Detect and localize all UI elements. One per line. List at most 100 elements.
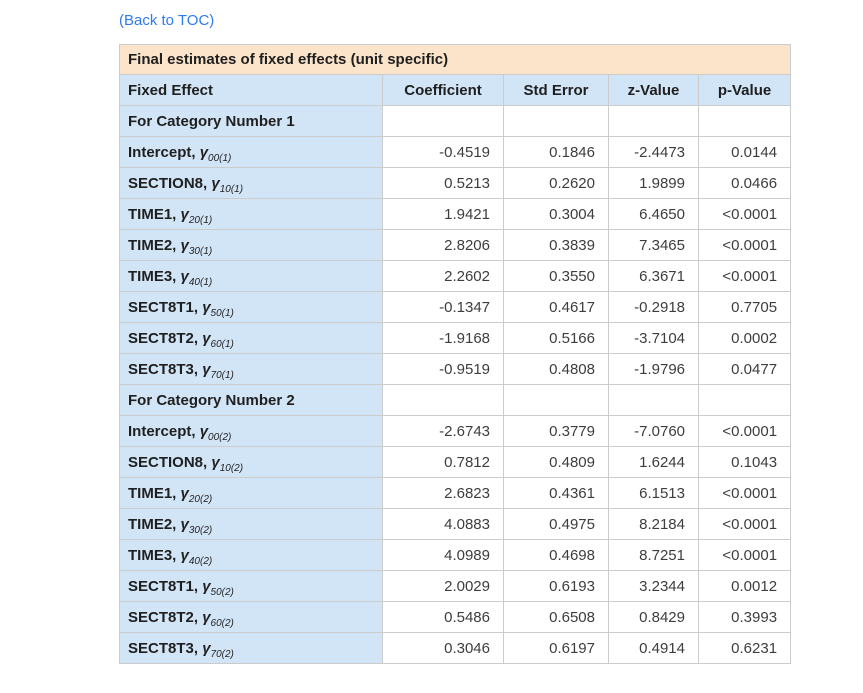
fixed-effect-label: Intercept, γ00(2) xyxy=(119,415,383,447)
effect-name: TIME1, xyxy=(128,205,177,223)
std-error-cell: 0.4361 xyxy=(503,477,609,509)
z-value-cell: -1.9796 xyxy=(608,353,699,385)
gamma-subscript: 30(1) xyxy=(188,245,213,257)
z-value-cell: -3.7104 xyxy=(608,322,699,354)
effect-name: TIME3, xyxy=(128,267,177,285)
table-row: SECT8T2, γ60(2) 0.5486 0.6508 0.8429 0.3… xyxy=(119,601,792,633)
effect-name: SECT8T2, xyxy=(128,608,199,626)
empty-cell xyxy=(697,384,792,416)
gamma-symbol: γ xyxy=(180,205,189,223)
p-value-cell: <0.0001 xyxy=(697,415,792,447)
gamma-symbol: γ xyxy=(211,453,220,471)
coefficient-cell: 0.3046 xyxy=(382,632,504,664)
empty-cell xyxy=(608,384,699,416)
section-header-row: For Category Number 2 xyxy=(119,384,792,416)
fixed-effect-label: TIME2, γ30(1) xyxy=(119,229,383,261)
coefficient-cell: 2.0029 xyxy=(382,570,504,602)
fixed-effect-label: SECT8T3, γ70(2) xyxy=(119,632,383,664)
coefficient-cell: 2.6823 xyxy=(382,477,504,509)
coefficient-cell: 2.8206 xyxy=(382,229,504,261)
gamma-symbol: γ xyxy=(202,298,211,316)
p-value-cell: 0.7705 xyxy=(697,291,792,323)
std-error-cell: 0.5166 xyxy=(503,322,609,354)
gamma-subscript: 00(1) xyxy=(208,152,232,164)
std-error-cell: 0.4808 xyxy=(503,353,609,385)
fixed-effect-label: SECTION8, γ10(2) xyxy=(119,446,383,478)
fixed-effect-label: SECTION8, γ10(1) xyxy=(119,167,383,199)
z-value-cell: 3.2344 xyxy=(608,570,699,602)
table-row: SECTION8, γ10(1) 0.5213 0.2620 1.9899 0.… xyxy=(119,167,792,199)
effect-name: SECT8T1, xyxy=(128,298,199,316)
std-error-cell: 0.6508 xyxy=(503,601,609,633)
fixed-effect-label: SECT8T2, γ60(1) xyxy=(119,322,383,354)
coefficient-cell: 2.2602 xyxy=(382,260,504,292)
std-error-cell: 0.1846 xyxy=(503,136,609,168)
column-header-z-value: z-Value xyxy=(608,74,699,106)
fixed-effect-label: TIME1, γ20(1) xyxy=(119,198,383,230)
gamma-subscript: 70(2) xyxy=(210,648,234,660)
gamma-symbol: γ xyxy=(199,143,209,161)
p-value-cell: 0.3993 xyxy=(697,601,792,633)
section-header-label: For Category Number 1 xyxy=(119,105,383,137)
effect-name: SECTION8, xyxy=(128,174,208,192)
section-header-row: For Category Number 1 xyxy=(119,105,792,137)
table-row: TIME2, γ30(1) 2.8206 0.3839 7.3465 <0.00… xyxy=(119,229,792,261)
coefficient-cell: -0.9519 xyxy=(382,353,504,385)
p-value-cell: <0.0001 xyxy=(697,260,792,292)
gamma-subscript: 30(2) xyxy=(188,524,213,536)
z-value-cell: 7.3465 xyxy=(608,229,699,261)
gamma-subscript: 40(2) xyxy=(188,555,213,567)
p-value-cell: 0.0466 xyxy=(697,167,792,199)
gamma-symbol: γ xyxy=(180,236,189,254)
fixed-effects-table: Final estimates of fixed effects (unit s… xyxy=(118,44,792,664)
coefficient-cell: -0.1347 xyxy=(382,291,504,323)
z-value-cell: -7.0760 xyxy=(608,415,699,447)
effect-name: TIME1, xyxy=(128,484,177,502)
empty-cell xyxy=(382,384,504,416)
table-row: SECTION8, γ10(2) 0.7812 0.4809 1.6244 0.… xyxy=(119,446,792,478)
column-header-row: Fixed Effect Coefficient Std Error z-Val… xyxy=(119,74,792,106)
coefficient-cell: 0.5213 xyxy=(382,167,504,199)
z-value-cell: 8.2184 xyxy=(608,508,699,540)
z-value-cell: 6.1513 xyxy=(608,477,699,509)
gamma-symbol: γ xyxy=(202,608,211,626)
std-error-cell: 0.3839 xyxy=(503,229,609,261)
effect-name: SECTION8, xyxy=(128,453,208,471)
fixed-effect-label: SECT8T2, γ60(2) xyxy=(119,601,383,633)
table-row: Intercept, γ00(2) -2.6743 0.3779 -7.0760… xyxy=(119,415,792,447)
gamma-symbol: γ xyxy=(211,174,220,192)
fixed-effect-label: SECT8T1, γ50(1) xyxy=(119,291,383,323)
p-value-cell: 0.6231 xyxy=(697,632,792,664)
column-header-std-error: Std Error xyxy=(503,74,609,106)
gamma-symbol: γ xyxy=(180,515,189,533)
gamma-symbol: γ xyxy=(202,639,211,657)
gamma-symbol: γ xyxy=(180,267,189,285)
empty-cell xyxy=(503,105,609,137)
column-header-p-value: p-Value xyxy=(697,74,792,106)
coefficient-cell: -1.9168 xyxy=(382,322,504,354)
effect-name: Intercept, xyxy=(128,422,196,440)
back-to-toc-link[interactable]: (Back to TOC) xyxy=(119,12,215,29)
gamma-symbol: γ xyxy=(180,546,189,564)
p-value-cell: 0.1043 xyxy=(697,446,792,478)
table-row: SECT8T3, γ70(2) 0.3046 0.6197 0.4914 0.6… xyxy=(119,632,792,664)
effect-name: TIME3, xyxy=(128,546,177,564)
fixed-effect-label: SECT8T3, γ70(1) xyxy=(119,353,383,385)
p-value-cell: <0.0001 xyxy=(697,508,792,540)
std-error-cell: 0.4617 xyxy=(503,291,609,323)
std-error-cell: 0.4975 xyxy=(503,508,609,540)
std-error-cell: 0.3550 xyxy=(503,260,609,292)
table-row: TIME3, γ40(1) 2.2602 0.3550 6.3671 <0.00… xyxy=(119,260,792,292)
gamma-symbol: γ xyxy=(202,360,211,378)
table-title-row: Final estimates of fixed effects (unit s… xyxy=(118,44,792,75)
coefficient-cell: 0.5486 xyxy=(382,601,504,633)
effect-name: SECT8T2, xyxy=(128,329,199,347)
std-error-cell: 0.4698 xyxy=(503,539,609,571)
fixed-effect-label: TIME1, γ20(2) xyxy=(119,477,383,509)
table-row: Intercept, γ00(1) -0.4519 0.1846 -2.4473… xyxy=(119,136,792,168)
gamma-subscript: 70(1) xyxy=(210,369,234,381)
p-value-cell: <0.0001 xyxy=(697,477,792,509)
table-row: TIME1, γ20(2) 2.6823 0.4361 6.1513 <0.00… xyxy=(119,477,792,509)
coefficient-cell: 1.9421 xyxy=(382,198,504,230)
z-value-cell: -2.4473 xyxy=(608,136,699,168)
